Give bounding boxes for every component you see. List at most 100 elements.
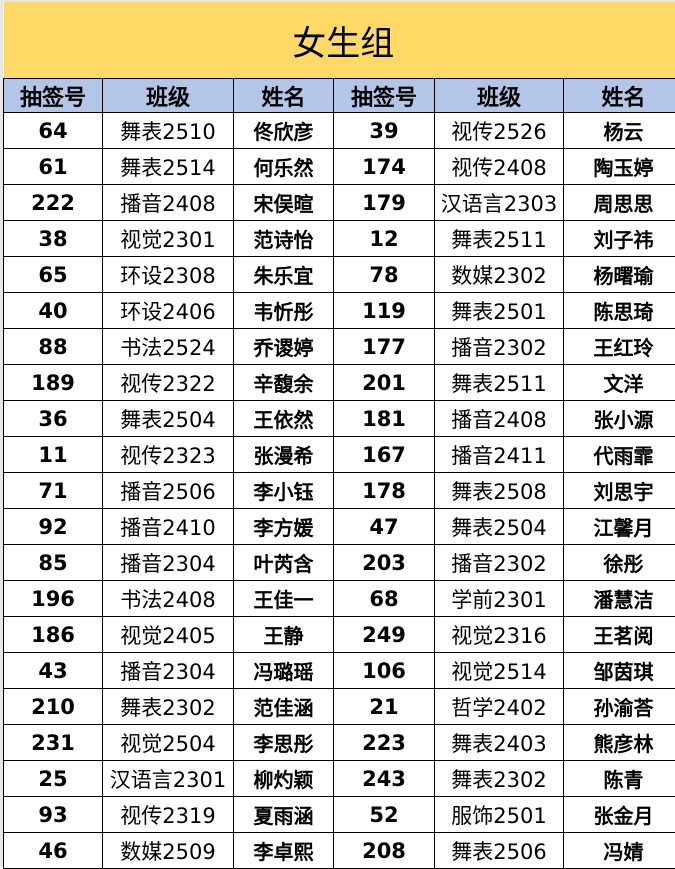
header-draw-number[interactable]: 抽签号 — [334, 79, 435, 113]
header-name[interactable]: 姓名 — [564, 79, 675, 113]
class-cell[interactable]: 哲学2402 — [435, 689, 564, 725]
name-cell[interactable]: 柳灼颖 — [234, 761, 334, 797]
name-cell[interactable]: 熊彦林 — [564, 725, 675, 761]
class-cell[interactable]: 数媒2509 — [103, 833, 234, 869]
name-cell[interactable]: 陶玉婷 — [564, 149, 675, 185]
name-cell[interactable]: 佟欣彦 — [234, 113, 334, 149]
name-cell[interactable]: 孙渝荅 — [564, 689, 675, 725]
class-cell[interactable]: 环设2308 — [103, 257, 234, 293]
class-cell[interactable]: 视觉2301 — [103, 221, 234, 257]
class-cell[interactable]: 书法2408 — [103, 581, 234, 617]
draw-number-cell[interactable]: 40 — [4, 293, 103, 329]
draw-number-cell[interactable]: 177 — [334, 329, 435, 365]
name-cell[interactable]: 陈思琦 — [564, 293, 675, 329]
class-cell[interactable]: 视传2322 — [103, 365, 234, 401]
draw-number-cell[interactable]: 222 — [4, 185, 103, 221]
header-name[interactable]: 姓名 — [234, 79, 334, 113]
name-cell[interactable]: 范诗怡 — [234, 221, 334, 257]
draw-number-cell[interactable]: 93 — [4, 797, 103, 833]
name-cell[interactable]: 陈青 — [564, 761, 675, 797]
name-cell[interactable]: 朱乐宜 — [234, 257, 334, 293]
name-cell[interactable]: 冯璐瑶 — [234, 653, 334, 689]
name-cell[interactable]: 刘子祎 — [564, 221, 675, 257]
class-cell[interactable]: 播音2506 — [103, 473, 234, 509]
class-cell[interactable]: 舞表2504 — [435, 509, 564, 545]
name-cell[interactable]: 王依然 — [234, 401, 334, 437]
class-cell[interactable]: 播音2408 — [435, 401, 564, 437]
draw-number-cell[interactable]: 68 — [334, 581, 435, 617]
name-cell[interactable]: 叶芮含 — [234, 545, 334, 581]
draw-number-cell[interactable]: 179 — [334, 185, 435, 221]
name-cell[interactable]: 乔谡婷 — [234, 329, 334, 365]
name-cell[interactable]: 范佳涵 — [234, 689, 334, 725]
name-cell[interactable]: 潘慧洁 — [564, 581, 675, 617]
draw-number-cell[interactable]: 21 — [334, 689, 435, 725]
draw-number-cell[interactable]: 78 — [334, 257, 435, 293]
name-cell[interactable]: 宋俣暄 — [234, 185, 334, 221]
name-cell[interactable]: 冯婧 — [564, 833, 675, 869]
draw-number-cell[interactable]: 39 — [334, 113, 435, 149]
draw-number-cell[interactable]: 47 — [334, 509, 435, 545]
draw-number-cell[interactable]: 174 — [334, 149, 435, 185]
class-cell[interactable]: 舞表2302 — [103, 689, 234, 725]
class-cell[interactable]: 舞表2510 — [103, 113, 234, 149]
name-cell[interactable]: 杨云 — [564, 113, 675, 149]
draw-number-cell[interactable]: 92 — [4, 509, 103, 545]
draw-number-cell[interactable]: 231 — [4, 725, 103, 761]
draw-number-cell[interactable]: 178 — [334, 473, 435, 509]
class-cell[interactable]: 播音2304 — [103, 545, 234, 581]
draw-number-cell[interactable]: 106 — [334, 653, 435, 689]
class-cell[interactable]: 播音2304 — [103, 653, 234, 689]
name-cell[interactable]: 周思思 — [564, 185, 675, 221]
table-title[interactable]: 女生组 — [4, 2, 675, 79]
class-cell[interactable]: 环设2406 — [103, 293, 234, 329]
class-cell[interactable]: 书法2524 — [103, 329, 234, 365]
class-cell[interactable]: 学前2301 — [435, 581, 564, 617]
name-cell[interactable]: 文洋 — [564, 365, 675, 401]
draw-number-cell[interactable]: 36 — [4, 401, 103, 437]
class-cell[interactable]: 舞表2506 — [435, 833, 564, 869]
class-cell[interactable]: 视传2319 — [103, 797, 234, 833]
name-cell[interactable]: 杨曙瑜 — [564, 257, 675, 293]
class-cell[interactable]: 播音2411 — [435, 437, 564, 473]
class-cell[interactable]: 播音2410 — [103, 509, 234, 545]
class-cell[interactable]: 视觉2316 — [435, 617, 564, 653]
draw-number-cell[interactable]: 43 — [4, 653, 103, 689]
draw-number-cell[interactable]: 223 — [334, 725, 435, 761]
draw-number-cell[interactable]: 249 — [334, 617, 435, 653]
draw-number-cell[interactable]: 85 — [4, 545, 103, 581]
draw-number-cell[interactable]: 46 — [4, 833, 103, 869]
draw-number-cell[interactable]: 208 — [334, 833, 435, 869]
draw-number-cell[interactable]: 181 — [334, 401, 435, 437]
class-cell[interactable]: 舞表2511 — [435, 365, 564, 401]
draw-number-cell[interactable]: 52 — [334, 797, 435, 833]
class-cell[interactable]: 视觉2514 — [435, 653, 564, 689]
class-cell[interactable]: 舞表2302 — [435, 761, 564, 797]
draw-number-cell[interactable]: 119 — [334, 293, 435, 329]
draw-number-cell[interactable]: 25 — [4, 761, 103, 797]
class-cell[interactable]: 数媒2302 — [435, 257, 564, 293]
name-cell[interactable]: 张小源 — [564, 401, 675, 437]
name-cell[interactable]: 王红玲 — [564, 329, 675, 365]
name-cell[interactable]: 李方媛 — [234, 509, 334, 545]
name-cell[interactable]: 韦忻彤 — [234, 293, 334, 329]
draw-number-cell[interactable]: 38 — [4, 221, 103, 257]
class-cell[interactable]: 舞表2501 — [435, 293, 564, 329]
class-cell[interactable]: 视觉2405 — [103, 617, 234, 653]
name-cell[interactable]: 江馨月 — [564, 509, 675, 545]
draw-number-cell[interactable]: 64 — [4, 113, 103, 149]
draw-number-cell[interactable]: 61 — [4, 149, 103, 185]
name-cell[interactable]: 徐彤 — [564, 545, 675, 581]
header-class[interactable]: 班级 — [435, 79, 564, 113]
name-cell[interactable]: 张金月 — [564, 797, 675, 833]
name-cell[interactable]: 李小钰 — [234, 473, 334, 509]
header-class[interactable]: 班级 — [103, 79, 234, 113]
class-cell[interactable]: 舞表2504 — [103, 401, 234, 437]
class-cell[interactable]: 播音2408 — [103, 185, 234, 221]
draw-number-cell[interactable]: 88 — [4, 329, 103, 365]
name-cell[interactable]: 辛馥余 — [234, 365, 334, 401]
class-cell[interactable]: 视觉2504 — [103, 725, 234, 761]
class-cell[interactable]: 服饰2501 — [435, 797, 564, 833]
draw-number-cell[interactable]: 189 — [4, 365, 103, 401]
draw-number-cell[interactable]: 12 — [334, 221, 435, 257]
